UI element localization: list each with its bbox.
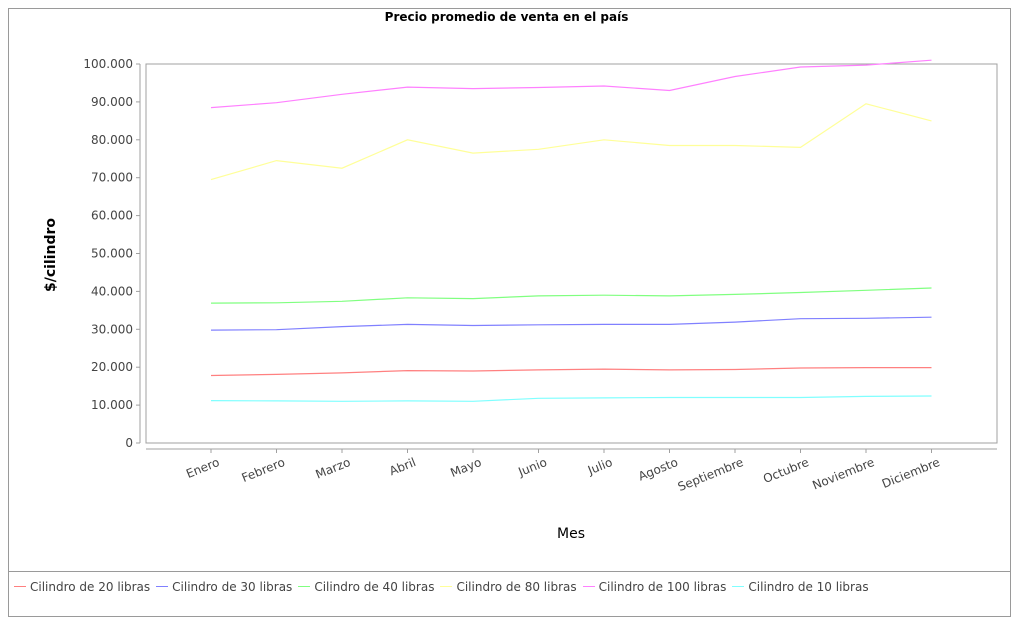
y-tick-label: 90.000 (91, 95, 133, 109)
y-tick-label: 70.000 (91, 171, 133, 185)
y-tick-label: 50.000 (91, 247, 133, 261)
y-tick-label: 60.000 (91, 209, 133, 223)
x-tick-label: Agosto (636, 455, 680, 484)
series-line-2 (210, 316, 932, 331)
x-tick-label: Mayo (448, 455, 483, 480)
series-line-6 (210, 395, 932, 402)
plot-area (145, 63, 998, 444)
x-tick-label: Marzo (314, 455, 353, 482)
legend-swatch (440, 586, 453, 587)
legend-swatch (156, 586, 169, 587)
legend-label: Cilindro de 10 libras (748, 579, 869, 594)
y-tick-label: 40.000 (91, 284, 133, 298)
y-tick-label: 20.000 (91, 360, 133, 374)
legend-item: Cilindro de 100 libras (582, 578, 727, 596)
legend-item: Cilindro de 10 libras (732, 578, 869, 596)
legend-label: Cilindro de 30 libras (172, 579, 293, 594)
x-tick-label: Septiembre (676, 455, 746, 494)
legend-swatch (732, 586, 745, 587)
chart-title: Precio promedio de venta en el país (384, 10, 629, 24)
legend-label: Cilindro de 80 libras (456, 579, 577, 594)
y-tick-label: 100.000 (83, 57, 133, 71)
y-tick-label: 10.000 (91, 398, 133, 412)
x-tick-label: Octubre (761, 455, 811, 486)
y-tick-label: 0 (125, 436, 133, 450)
x-tick-label: Julio (585, 455, 614, 478)
y-tick-label: 80.000 (91, 133, 133, 147)
legend-swatch (298, 586, 311, 587)
x-tick-label: Noviembre (810, 455, 876, 493)
y-axis-label: $/cilindro (43, 218, 59, 292)
legend-label: Cilindro de 40 libras (314, 579, 435, 594)
series-line-3 (210, 287, 932, 304)
x-tick-label: Junio (515, 455, 548, 479)
legend-swatch (582, 586, 595, 587)
line-chart: 0 10.000 20.000 30.000 40.000 50.000 60.000 70.… (43, 57, 998, 542)
legend-label: Cilindro de 100 libras (598, 579, 727, 594)
x-tick-label: Abril (387, 455, 418, 478)
legend-item: Cilindro de 30 libras (156, 578, 292, 596)
x-axis-label: Mes (557, 526, 585, 542)
legend-label: Cilindro de 20 libras (30, 579, 151, 594)
legend: Cilindro de 20 libras Cilindro de 30 libr… (8, 571, 1011, 617)
legend-item: Cilindro de 80 libras (440, 578, 577, 596)
legend-item: Cilindro de 20 libras (14, 578, 150, 596)
legend-swatch (14, 586, 26, 587)
series-line-1 (210, 367, 932, 377)
x-tick-label: Diciembre (880, 455, 942, 491)
legend-item: Cilindro de 40 libras (298, 578, 434, 596)
x-tick-label: Febrero (240, 455, 287, 485)
series-line-5 (210, 59, 932, 109)
series-line-4 (210, 103, 932, 181)
y-tick-label: 30.000 (91, 322, 133, 336)
x-tick-label: Enero (184, 455, 221, 481)
